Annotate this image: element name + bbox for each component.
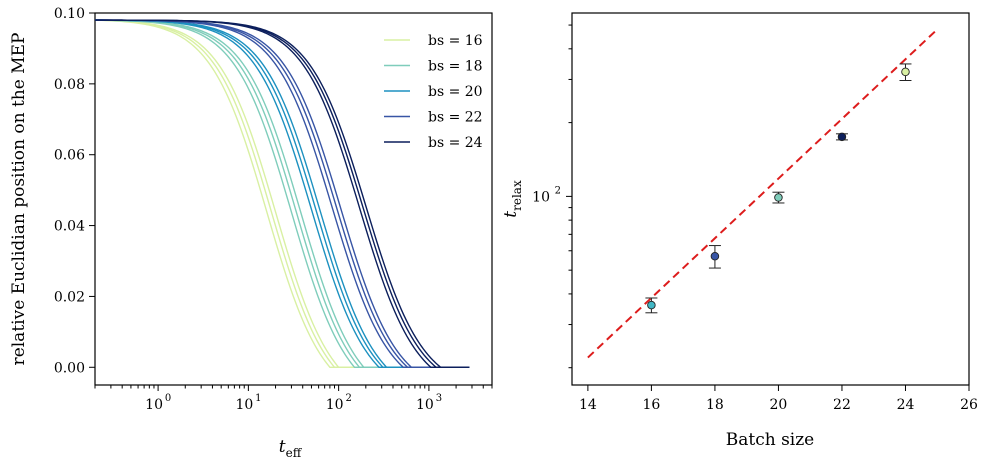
left-x-tick-exponent: 1: [255, 393, 261, 404]
left-y-tick-label: 0.00: [54, 360, 85, 376]
left-x-tick-label: 10: [235, 397, 253, 413]
right-plot-frame: [571, 12, 970, 386]
fit-line: [587, 28, 938, 359]
data-point: [647, 300, 656, 310]
right-x-tick-label: 22: [833, 397, 851, 413]
left-y-axis-label: relative Euclidian position on the MEP: [9, 33, 29, 366]
left-y-tick-label: 0.06: [54, 148, 85, 164]
series-line-bs24-run-3: [95, 19, 470, 368]
legend-label: bs = 24: [428, 135, 483, 151]
left-x-tick-label: 10: [416, 397, 434, 413]
left-y-ticks: 0.00 0.02 0.04 0.06 0.08 0.10: [54, 6, 95, 376]
series-line-bs18-run-2: [94, 19, 470, 368]
right-x-axis-label: Batch size: [726, 430, 815, 450]
left-x-tick-label: 10: [326, 397, 344, 413]
legend-label: bs = 18: [428, 59, 483, 75]
right-y-tick-label: 10: [532, 189, 550, 205]
left-x-tick-exponent: 2: [345, 393, 351, 404]
left-x-tick-label: 10: [145, 397, 163, 413]
legend-label: bs = 22: [428, 110, 483, 126]
right-x-tick-label: 26: [960, 397, 978, 413]
right-x-tick-label: 24: [897, 397, 915, 413]
right-x-tick-label: 20: [770, 397, 788, 413]
series-line-bs20-run-2: [94, 19, 470, 368]
left-y-tick-label: 0.02: [54, 289, 85, 305]
series-line-bs16-run-3: [94, 19, 470, 368]
right-chart: 14 16 18 20 22 24 26 10 2 Batch size trelax: [501, 12, 978, 450]
left-x-axis-label: teff: [279, 437, 303, 460]
right-x-tick-label: 16: [642, 397, 660, 413]
data-point: [837, 132, 847, 142]
series-line-bs24-run-2: [95, 19, 470, 368]
data-point: [901, 67, 910, 77]
data-point: [774, 193, 783, 202]
left-x-ticks: 10 0 10 1 10 2 10 3: [94, 385, 493, 413]
series-line-bs22-run-3: [95, 19, 470, 368]
left-chart: 10 0 10 1 10 2 10 3 0.000.020.040.060.080.10 bs…: [9, 6, 493, 460]
left-y-tick-label: 0.08: [54, 77, 85, 93]
series-line-bs20-run-1: [94, 19, 470, 368]
series-line-bs18-run-1: [94, 19, 470, 368]
left-x-tick-exponent: 0: [165, 393, 171, 404]
right-x-tick-label: 18: [706, 397, 724, 413]
right-x-ticks: 14 16 18 20 22 24 26: [579, 385, 978, 413]
series-line-bs22-run-1: [95, 19, 470, 368]
series-line-bs22-run-2: [95, 19, 470, 368]
data-point: [710, 251, 720, 261]
left-series-lines: [94, 19, 470, 368]
right-x-tick-label: 14: [579, 397, 597, 413]
left-plot-frame: [94, 12, 493, 386]
series-line-bs16-run-2: [94, 19, 470, 368]
left-y-tick-label: 0.10: [54, 6, 85, 22]
series-line-bs16-run-1: [94, 19, 470, 368]
series-line-bs18-run-3: [94, 19, 470, 368]
series-line-bs20-run-3: [94, 19, 470, 368]
legend: bs = 16 bs = 18 bs = 20 bs = 22 bs = 24: [384, 33, 483, 151]
legend-label: bs = 16: [428, 33, 483, 49]
series-line-bs24-run-1: [95, 19, 470, 368]
legend-label: bs = 20: [428, 84, 483, 100]
right-y-ticks: 10 2: [532, 24, 572, 369]
left-y-tick-label: 0.04: [54, 219, 85, 235]
right-y-axis-label: trelax: [501, 180, 524, 218]
right-y-tick-exponent: 2: [555, 185, 561, 196]
left-x-tick-exponent: 3: [436, 393, 442, 404]
right-data-points: [645, 63, 912, 314]
